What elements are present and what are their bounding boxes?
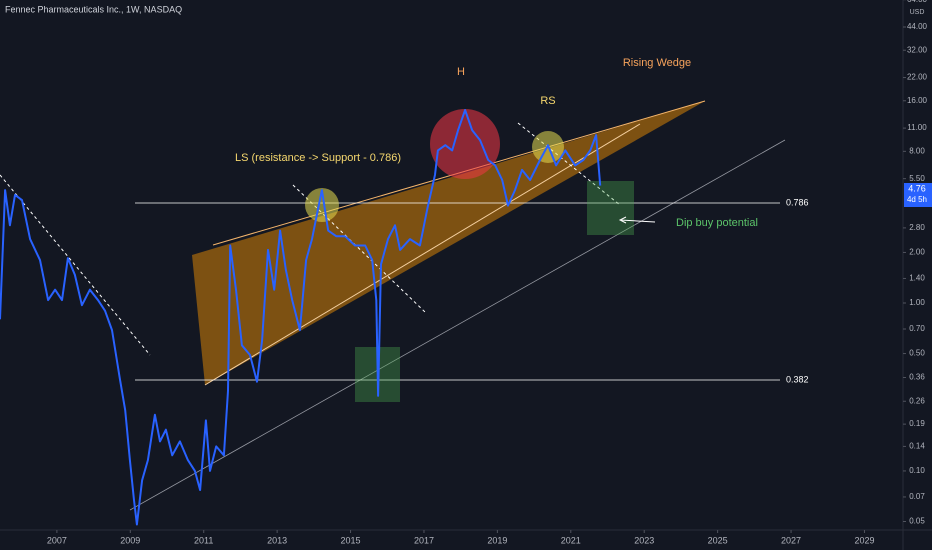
trend-line [129, 139, 786, 511]
annotation: LS (resistance -> Support - 0.786) [235, 152, 401, 164]
y-tick-label: 64.00 [907, 0, 928, 4]
y-tick-label: 11.00 [907, 123, 927, 132]
y-tick-label: 32.00 [907, 45, 928, 54]
arrow [619, 219, 656, 223]
fib-label: 0.382 [786, 374, 809, 384]
x-tick-label: 2027 [781, 535, 801, 545]
x-tick-label: 2009 [120, 535, 140, 545]
x-tick-label: 2007 [47, 535, 67, 545]
chart-title: Fennec Pharmaceuticals Inc., 1W, NASDAQ [5, 4, 182, 14]
y-tick-label: 0.70 [909, 324, 925, 333]
y-tick-label: 0.07 [909, 492, 925, 501]
annotation: RS [540, 95, 555, 107]
x-tick-label: 2013 [267, 535, 287, 545]
price-tag [904, 183, 932, 207]
y-tick-label: 2.80 [909, 223, 925, 232]
y-tick-label: 16.00 [907, 96, 928, 105]
price-label: 4.76 [908, 183, 926, 193]
fib-label: 0.786 [786, 197, 809, 207]
x-tick-label: 2017 [414, 535, 434, 545]
y-tick-label: 1.00 [909, 298, 925, 307]
x-tick-label: 2011 [194, 535, 213, 545]
x-tick-label: 2023 [634, 535, 654, 545]
arrow-head [618, 216, 627, 224]
y-tick-label: 0.19 [909, 419, 925, 428]
y-tick-label: 5.50 [909, 174, 925, 183]
annotation: H [457, 66, 465, 78]
x-tick-label: 2021 [561, 535, 581, 545]
series [0, 109, 602, 526]
x-tick-label: 2025 [708, 535, 728, 545]
annotation: Rising Wedge [623, 57, 691, 69]
wedge-lower [204, 123, 641, 386]
y-tick-label: 0.50 [909, 349, 925, 358]
x-tick-label: 2029 [854, 535, 874, 545]
annotations: H RS Rising Wedge LS (resistance -> Supp… [5, 4, 809, 384]
y-tick-label: 8.00 [909, 146, 925, 155]
dashed-line [517, 122, 621, 206]
y-tick-label: 1.40 [909, 274, 925, 283]
y-tick-label: 2.00 [909, 248, 925, 257]
buy-zone [587, 181, 634, 235]
price-line [0, 109, 602, 526]
currency: USD [910, 9, 925, 16]
y-tick-label: 0.10 [909, 466, 925, 475]
axes: USD 4.76 4d 5h 64.00 44.00 32.00 22.00 16.00… [47, 0, 932, 545]
x-tick-label: 2019 [487, 535, 507, 545]
y-tick-label: 0.36 [909, 373, 925, 382]
shoulder-circle [305, 188, 339, 222]
countdown: 4d 5h [907, 195, 927, 204]
y-tick-label: 0.26 [909, 396, 925, 405]
y-tick-label: 44.00 [907, 22, 928, 31]
wedge [192, 101, 705, 385]
y-tick-label: 22.00 [907, 73, 928, 82]
y-tick-label: 0.14 [909, 442, 925, 451]
x-tick-label: 2015 [341, 535, 361, 545]
y-tick-label: 0.05 [909, 517, 925, 526]
annotation: Dip buy potential [676, 217, 758, 229]
head-circle [430, 109, 500, 179]
